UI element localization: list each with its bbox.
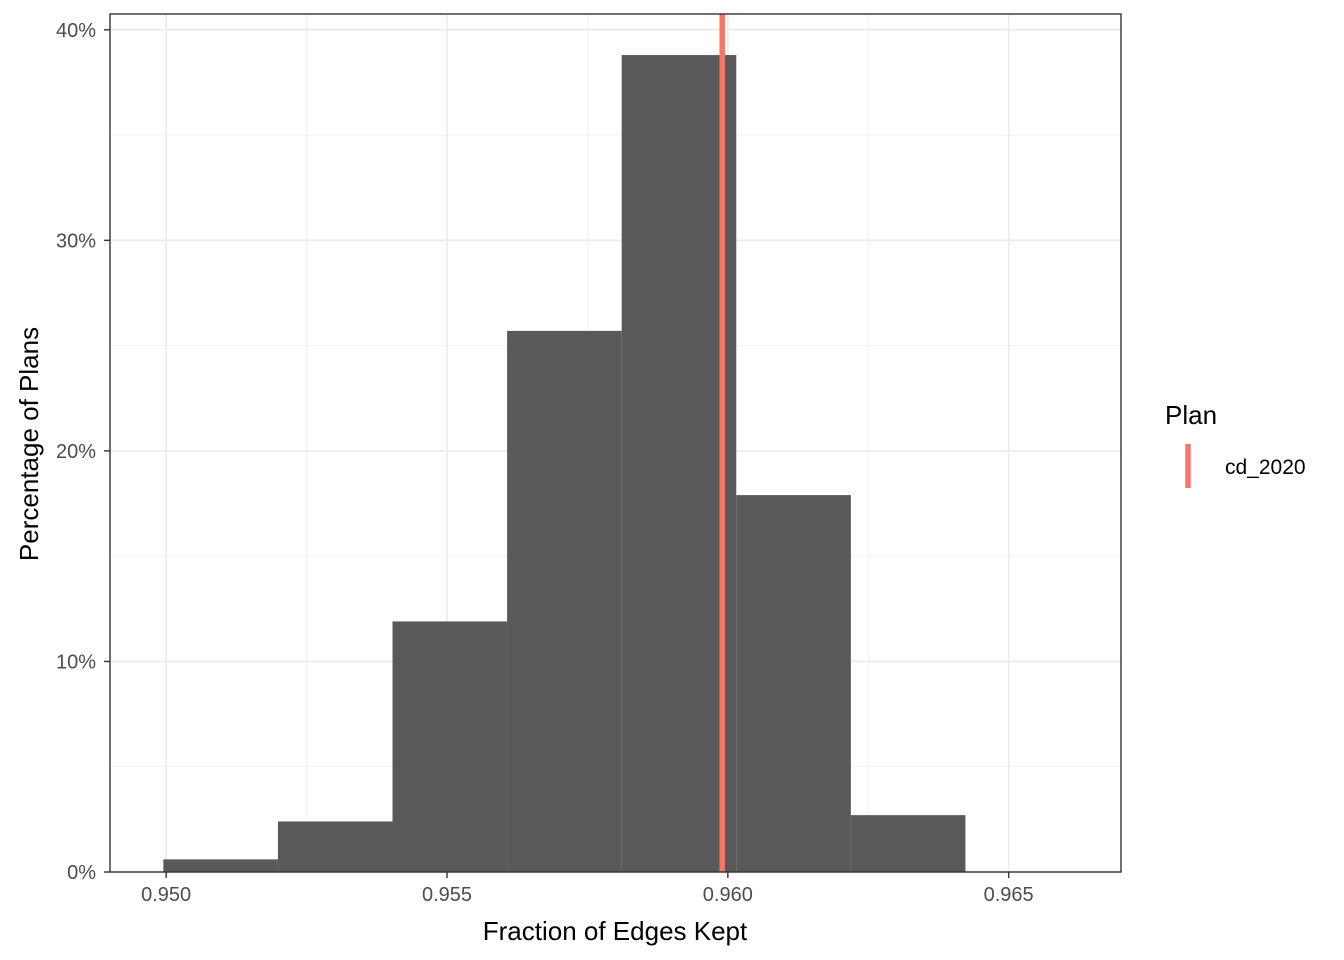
histogram-bar	[736, 495, 851, 872]
histogram-bar	[163, 859, 278, 872]
x-tick-label: 0.960	[703, 884, 753, 906]
y-tick-label: 10%	[56, 651, 96, 673]
x-tick-label: 0.950	[141, 884, 191, 906]
legend: Plan cd_2020	[1165, 400, 1306, 488]
histogram-bar	[392, 621, 508, 872]
x-tick-label: 0.955	[422, 884, 472, 906]
panel-border	[109, 13, 1122, 873]
histogram-bar	[277, 821, 393, 872]
y-axis-ticks: 0% 10% 20% 30% 40%	[56, 20, 110, 884]
legend-label: cd_2020	[1225, 456, 1306, 479]
x-tick-label: 0.965	[984, 884, 1034, 906]
histogram-bar	[621, 55, 737, 872]
y-axis-title: Percentage of Plans	[14, 327, 44, 561]
histogram-bar	[507, 330, 622, 872]
legend-title: Plan	[1165, 400, 1217, 430]
legend-entries: cd_2020	[1185, 444, 1306, 488]
histogram-bars	[163, 55, 966, 872]
histogram-bar	[850, 815, 966, 872]
y-tick-label: 30%	[56, 230, 96, 252]
y-tick-label: 40%	[56, 20, 96, 42]
y-tick-label: 0%	[67, 862, 96, 884]
x-axis-title: Fraction of Edges Kept	[483, 916, 748, 946]
x-axis-ticks: 0.950 0.955 0.960 0.965	[141, 872, 1034, 906]
y-tick-label: 20%	[56, 441, 96, 463]
